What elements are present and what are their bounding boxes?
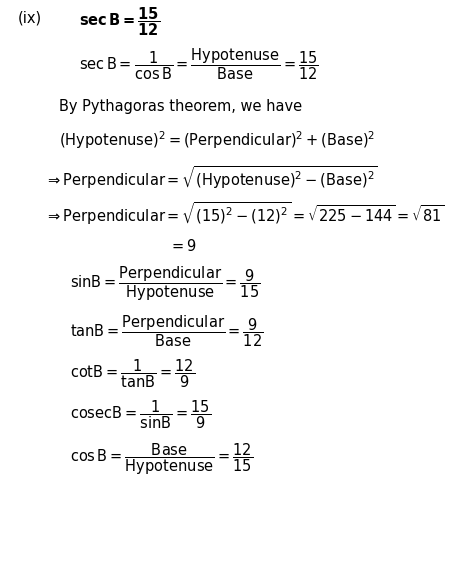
Text: $\mathrm{sec\,B=\dfrac{1}{cos\,B}=\dfrac{Hypotenuse}{Base}=\dfrac{15}{12}}$: $\mathrm{sec\,B=\dfrac{1}{cos\,B}=\dfrac… — [79, 47, 319, 82]
Text: $\mathrm{cotB=\dfrac{1}{tanB}=\dfrac{12}{9}}$: $\mathrm{cotB=\dfrac{1}{tanB}=\dfrac{12}… — [70, 357, 195, 390]
Text: $\mathrm{cos\,B=\dfrac{Base}{Hypotenuse}=\dfrac{12}{15}}$: $\mathrm{cos\,B=\dfrac{Base}{Hypotenuse}… — [70, 442, 253, 477]
Text: $\mathrm{\Rightarrow Perpendicular=\sqrt{(15)^2-(12)^2}=\sqrt{225-144}=\sqrt{81}: $\mathrm{\Rightarrow Perpendicular=\sqrt… — [45, 200, 445, 228]
Text: $\mathbf{sec\,B=\dfrac{15}{12}}$: $\mathbf{sec\,B=\dfrac{15}{12}}$ — [79, 6, 160, 38]
Text: $\mathrm{sinB=\dfrac{Perpendicular}{Hypotenuse}=\dfrac{9}{15}}$: $\mathrm{sinB=\dfrac{Perpendicular}{Hypo… — [70, 265, 260, 303]
Text: $\mathrm{(Hypotenuse)^2=(Perpendicular)^2+(Base)^2}$: $\mathrm{(Hypotenuse)^2=(Perpendicular)^… — [59, 130, 375, 151]
Text: By Pythagoras theorem, we have: By Pythagoras theorem, we have — [59, 99, 302, 114]
Text: $\mathrm{cosecB=\dfrac{1}{sinB}=\dfrac{15}{9}}$: $\mathrm{cosecB=\dfrac{1}{sinB}=\dfrac{1… — [70, 398, 211, 431]
Text: (ix): (ix) — [18, 11, 42, 25]
Text: $\mathrm{\Rightarrow Perpendicular=\sqrt{(Hypotenuse)^2-(Base)^2}}$: $\mathrm{\Rightarrow Perpendicular=\sqrt… — [45, 164, 378, 191]
Text: $\mathrm{=9}$: $\mathrm{=9}$ — [169, 238, 198, 254]
Text: $\mathrm{tanB=\dfrac{Perpendicular}{Base}=\dfrac{9}{12}}$: $\mathrm{tanB=\dfrac{Perpendicular}{Base… — [70, 314, 263, 349]
